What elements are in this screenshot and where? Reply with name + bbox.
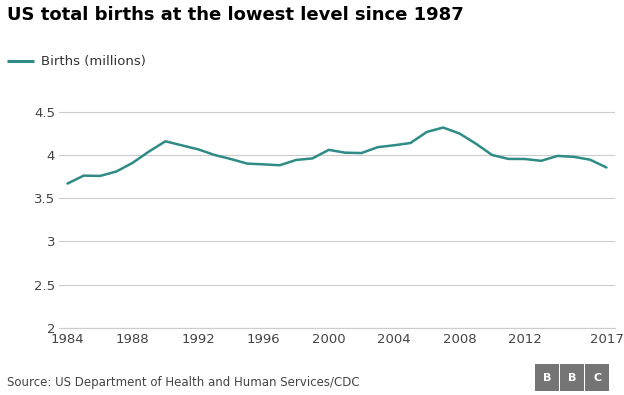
Text: US total births at the lowest level since 1987: US total births at the lowest level sinc… [7, 6, 464, 24]
Text: Source: US Department of Health and Human Services/CDC: Source: US Department of Health and Huma… [7, 376, 360, 389]
Text: Births (millions): Births (millions) [41, 55, 145, 68]
Text: B: B [568, 372, 577, 383]
Text: C: C [593, 372, 602, 383]
Text: B: B [543, 372, 552, 383]
